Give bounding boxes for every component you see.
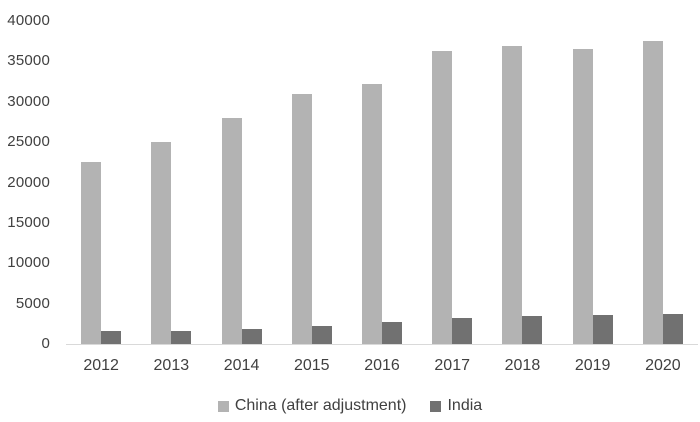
- x-axis-label-2015: 2015: [293, 357, 330, 374]
- plot-area: [66, 21, 698, 345]
- bar-india-2015: [311, 326, 332, 344]
- x-axis-label-2017: 2017: [434, 357, 470, 374]
- bar-group-2016: [347, 21, 417, 344]
- x-axis-label-2014: 2014: [223, 357, 260, 374]
- bar-india-2012: [101, 331, 122, 344]
- bar-group-2018: [487, 21, 557, 344]
- bar-group-2014: [206, 21, 276, 344]
- bar-china-2013: [151, 142, 172, 344]
- bar-china-2016: [361, 84, 382, 344]
- bar-china-2015: [291, 93, 312, 344]
- y-axis-tick-label: 25000: [7, 133, 50, 151]
- bar-india-2017: [452, 318, 473, 344]
- bar-china-2012: [81, 161, 102, 344]
- x-axis-label-2012: 2012: [83, 357, 119, 374]
- bar-group-2012: [66, 21, 136, 344]
- y-axis-tick-label: 40000: [7, 12, 50, 29]
- x-axis: 2012 2013 2014 2015 2016 2017 2018 2019 2020: [66, 356, 698, 376]
- bar-india-2018: [522, 315, 543, 344]
- bar-china-2017: [432, 50, 453, 344]
- bar-group-2013: [136, 21, 206, 344]
- x-axis-label-2016: 2016: [364, 357, 400, 374]
- bar-india-2020: [662, 314, 683, 344]
- x-axis-label-2019: 2019: [574, 357, 611, 374]
- bar-group-2020: [628, 21, 698, 344]
- y-axis-tick-label: 30000: [7, 92, 50, 110]
- legend-item-china: China (after adjustment): [217, 397, 407, 415]
- legend-item-india: India: [430, 397, 482, 415]
- y-axis-tick-label: 35000: [7, 52, 50, 70]
- legend: China (after adjustment) India: [0, 394, 700, 418]
- y-axis-tick-label: 15000: [7, 213, 50, 231]
- bar-india-2013: [171, 331, 192, 344]
- legend-swatch-icon: [430, 400, 442, 412]
- bar-china-2018: [502, 46, 523, 344]
- legend-label: India: [447, 397, 483, 414]
- bar-india-2016: [381, 322, 402, 344]
- bar-group-2015: [277, 21, 347, 344]
- y-axis-tick-label: 0: [41, 335, 50, 352]
- bar-group-2019: [558, 21, 628, 344]
- bar-china-2014: [221, 117, 242, 344]
- legend-label: China (after adjustment): [234, 397, 407, 414]
- y-axis-tick-label: 5000: [15, 294, 50, 312]
- x-axis-label-2018: 2018: [504, 357, 541, 374]
- bar-china-2020: [642, 41, 663, 344]
- bar-china-2019: [572, 49, 593, 344]
- y-axis-tick-label: 10000: [7, 254, 50, 272]
- bar-group-2017: [417, 21, 487, 344]
- bar-india-2019: [592, 314, 613, 344]
- y-axis: 0 5000 10000 15000 20000 25000 30000 35000 40000: [0, 12, 50, 352]
- bar-india-2014: [241, 328, 262, 344]
- legend-swatch-icon: [217, 400, 229, 412]
- x-axis-label-2013: 2013: [153, 357, 190, 374]
- x-axis-label-2020: 2020: [645, 357, 681, 374]
- y-axis-tick-label: 20000: [7, 173, 50, 191]
